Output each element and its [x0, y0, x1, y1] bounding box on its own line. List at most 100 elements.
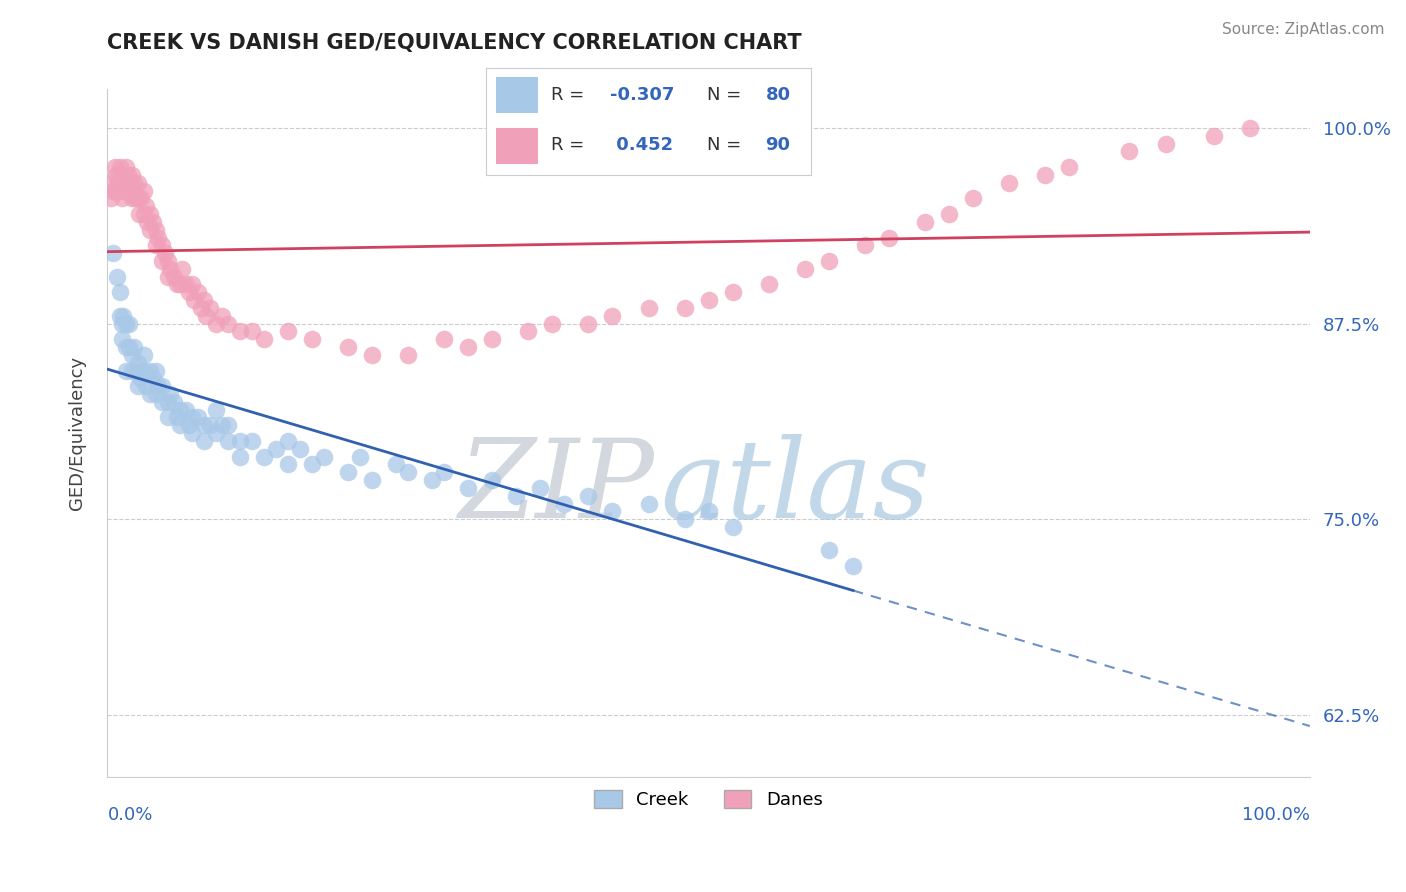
Point — [136, 215, 159, 229]
Point — [118, 176, 141, 190]
Point — [1033, 168, 1056, 182]
Point — [962, 191, 984, 205]
Point — [193, 293, 215, 307]
Point — [229, 325, 252, 339]
Point — [127, 356, 149, 370]
Point — [204, 402, 226, 417]
Point — [98, 176, 121, 190]
Point — [104, 160, 127, 174]
Point — [145, 238, 167, 252]
Point — [150, 394, 173, 409]
Point — [138, 207, 160, 221]
Point — [121, 363, 143, 377]
Point — [153, 246, 176, 260]
Point — [697, 293, 720, 307]
Point — [842, 559, 865, 574]
Text: 100.0%: 100.0% — [1241, 805, 1310, 823]
Point — [240, 434, 263, 448]
Point — [111, 176, 134, 190]
Point — [127, 176, 149, 190]
Point — [457, 481, 479, 495]
Point — [122, 340, 145, 354]
Point — [349, 450, 371, 464]
Point — [150, 379, 173, 393]
Point — [1239, 121, 1261, 136]
Point — [156, 394, 179, 409]
Point — [481, 332, 503, 346]
Point — [211, 309, 233, 323]
Point — [132, 184, 155, 198]
Point — [240, 325, 263, 339]
Point — [190, 301, 212, 315]
Point — [396, 465, 419, 479]
Point — [818, 254, 841, 268]
Point — [122, 176, 145, 190]
Point — [253, 332, 276, 346]
Point — [576, 317, 599, 331]
Point — [193, 418, 215, 433]
Point — [229, 450, 252, 464]
Point — [162, 269, 184, 284]
Point — [211, 418, 233, 433]
Point — [135, 199, 157, 213]
Point — [818, 543, 841, 558]
Point — [198, 418, 221, 433]
Point — [204, 317, 226, 331]
Point — [118, 317, 141, 331]
Point — [111, 317, 134, 331]
Point — [385, 458, 408, 472]
Point — [127, 363, 149, 377]
Point — [198, 301, 221, 315]
Point — [145, 363, 167, 377]
Point — [193, 434, 215, 448]
Point — [174, 402, 197, 417]
Point — [179, 285, 201, 300]
Point — [135, 379, 157, 393]
Point — [114, 317, 136, 331]
Point — [138, 387, 160, 401]
Point — [187, 285, 209, 300]
Point — [277, 325, 299, 339]
Point — [104, 168, 127, 182]
Point — [128, 207, 150, 221]
Point — [517, 325, 540, 339]
Point — [229, 434, 252, 448]
Point — [170, 261, 193, 276]
Point — [457, 340, 479, 354]
Point — [253, 450, 276, 464]
Point — [159, 261, 181, 276]
Point — [853, 238, 876, 252]
Point — [505, 489, 527, 503]
Point — [264, 442, 287, 456]
Point — [180, 426, 202, 441]
Point — [145, 223, 167, 237]
Point — [361, 473, 384, 487]
Point — [336, 465, 359, 479]
Legend: Creek, Danes: Creek, Danes — [588, 783, 830, 816]
Point — [1118, 145, 1140, 159]
Point — [361, 348, 384, 362]
Point — [217, 317, 239, 331]
Point — [105, 269, 128, 284]
Point — [129, 191, 152, 205]
Point — [118, 340, 141, 354]
Text: GED/Equivalency: GED/Equivalency — [69, 356, 86, 510]
Point — [420, 473, 443, 487]
Point — [108, 160, 131, 174]
Point — [114, 340, 136, 354]
Point — [697, 504, 720, 518]
Point — [150, 254, 173, 268]
Point — [159, 387, 181, 401]
Point — [938, 207, 960, 221]
Point — [637, 301, 659, 315]
Point — [138, 363, 160, 377]
Text: Source: ZipAtlas.com: Source: ZipAtlas.com — [1222, 22, 1385, 37]
Point — [156, 254, 179, 268]
Point — [195, 309, 218, 323]
Point — [179, 418, 201, 433]
Point — [108, 184, 131, 198]
Point — [127, 191, 149, 205]
Point — [121, 191, 143, 205]
Point — [111, 191, 134, 205]
Point — [124, 191, 146, 205]
